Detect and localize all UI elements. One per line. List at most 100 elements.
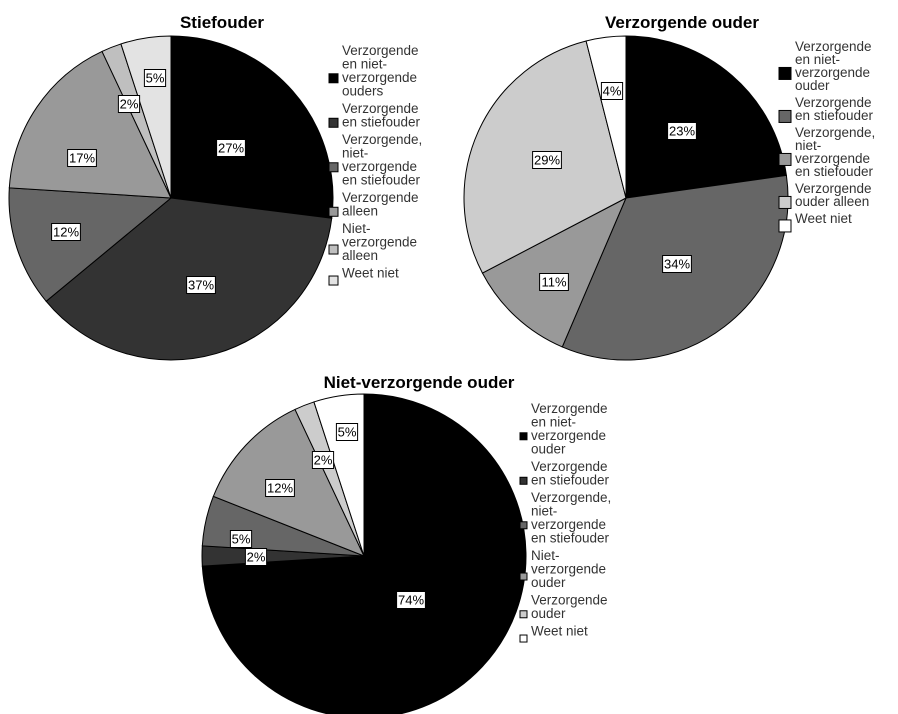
pie-slice-verzorgende-en-niet-verzorgende-ouder	[625, 35, 787, 199]
pie-chart-verzorgende-ouder: Verzorgende ouder 23% 34% 11% 29% 4% Verzorgen…	[463, 13, 875, 361]
slice-value-label: 17%	[67, 149, 97, 167]
legend-item-verzorgende-en-stiefouder: Verzorgende en stiefouder	[519, 459, 610, 488]
chart-title: Stiefouder	[180, 13, 264, 32]
legend-label: Verzorgende en niet-verzorgende ouder	[531, 401, 608, 457]
value-label-text: 23%	[669, 124, 695, 139]
value-label-box	[667, 122, 697, 140]
pie-slice-weet-niet	[585, 35, 627, 199]
value-label-box	[186, 276, 216, 294]
slice-value-label: 2%	[117, 95, 141, 113]
legend-label: Verzorgende en stiefouder	[795, 95, 874, 123]
legend-swatch	[519, 572, 528, 581]
value-label-box	[244, 548, 268, 566]
legend-label: Verzorgende ouder alleen	[795, 181, 872, 209]
value-label-box	[216, 139, 246, 157]
value-label-text: 27%	[218, 141, 244, 156]
legend-swatch	[778, 219, 792, 233]
value-label-box	[67, 149, 97, 167]
pie-slice-verzorgende-niet-verzorgende-en-stiefouder	[481, 196, 628, 348]
legend-label: Verzorgende, niet-verzorgende en stiefoude…	[531, 490, 611, 546]
legend-label: Verzorgende, niet-verzorgende en stiefoude…	[342, 132, 422, 188]
value-label-box	[265, 479, 295, 497]
legend-swatch	[328, 162, 339, 173]
legend-swatch	[328, 117, 339, 128]
value-label-box	[662, 255, 692, 273]
legend-swatch	[328, 73, 339, 84]
legend-item-verzorgende-en-stiefouder: Verzorgende en stiefouder	[778, 95, 874, 123]
value-label-text: 74%	[398, 593, 424, 608]
pie-chart-stiefouder: Stiefouder 27% 37% 12% 17% 2% 5% Verzorgende en …	[8, 13, 422, 361]
legend-swatch	[778, 66, 792, 80]
value-label-text: 5%	[146, 71, 165, 86]
slice-value-label: 11%	[539, 273, 569, 291]
legend-label: Verzorgende, niet-verzorgende en stiefoude…	[795, 125, 875, 179]
value-label-text: 2%	[120, 97, 139, 112]
legend-item-weet-niet: Weet niet	[519, 624, 588, 643]
legend-swatch	[519, 634, 528, 643]
slice-value-label: 12%	[51, 223, 81, 241]
value-label-text: 5%	[232, 532, 251, 547]
slice-value-label: 2%	[244, 548, 268, 566]
legend-item-weet-niet: Weet niet	[328, 266, 399, 286]
legend-item-weet-niet: Weet niet	[778, 211, 852, 233]
legend-swatch	[328, 206, 339, 217]
legend-label: Weet niet	[795, 211, 852, 226]
value-label-text: 12%	[267, 481, 293, 496]
value-label-box	[539, 273, 569, 291]
legend-swatch	[778, 152, 792, 166]
value-label-box	[532, 151, 562, 169]
legend-swatch	[328, 244, 339, 255]
value-label-text: 34%	[664, 257, 690, 272]
legend-item-verzorgende-ouder-alleen: Verzorgende ouder alleen	[778, 181, 872, 209]
legend-label: Verzorgende en niet-verzorgende ouder	[795, 39, 872, 93]
legend-item-verzorgende-niet-verzorgende-en-stiefouder: Verzorgende, niet-verzorgende en stiefoude…	[328, 132, 422, 188]
pie-slice-verzorgende-en-niet-verzorgende-ouders	[170, 35, 334, 219]
slice-value-label: 37%	[186, 276, 216, 294]
value-label-box	[51, 223, 81, 241]
value-label-text: 11%	[541, 275, 566, 290]
chart-title: Niet-verzorgende ouder	[324, 373, 515, 392]
value-label-box	[600, 82, 624, 100]
legend-swatch	[519, 476, 528, 485]
legend-label: Verzorgende en stiefouder	[531, 459, 610, 488]
legend-item-verzorgende-alleen: Verzorgende alleen	[328, 190, 419, 219]
slice-value-label: 27%	[216, 139, 246, 157]
value-label-box	[311, 451, 335, 469]
legend-swatch	[519, 432, 528, 441]
value-label-box	[229, 530, 253, 548]
legend-label: Verzorgende alleen	[342, 190, 419, 219]
legend-label: Weet niet	[342, 266, 399, 281]
value-label-text: 2%	[314, 453, 333, 468]
legend-swatch	[519, 610, 528, 619]
value-label-box	[335, 423, 359, 441]
legend-label: Niet-verzorgende alleen	[342, 221, 417, 263]
legend-item-verzorgende-ouder: Verzorgende ouder	[519, 593, 608, 622]
legend-swatch	[328, 275, 339, 286]
value-label-text: 29%	[534, 153, 560, 168]
value-label-text: 4%	[603, 84, 622, 99]
value-label-text: 12%	[53, 225, 79, 240]
legend-label: Verzorgende en stiefouder	[342, 101, 421, 130]
legend-swatch	[519, 521, 528, 530]
value-label-box	[396, 591, 426, 609]
slice-value-label: 5%	[229, 530, 253, 548]
legend-label: Verzorgende en niet-verzorgende ouders	[342, 43, 419, 99]
legend-item-verzorgende-en-niet-verzorgende-ouder: Verzorgende en niet-verzorgende ouder	[519, 401, 608, 457]
legend-label: Verzorgende ouder	[531, 593, 608, 622]
slice-value-label: 5%	[143, 69, 167, 87]
legend-item-verzorgende-niet-verzorgende-en-stiefouder: Verzorgende, niet-verzorgende en stiefoude…	[519, 490, 611, 546]
value-label-box	[143, 69, 167, 87]
slice-value-label: 2%	[311, 451, 335, 469]
pie-slice-verzorgende-alleen	[8, 50, 172, 199]
pie-chart-niet-verzorgende-ouder: Niet-verzorgende ouder 74% 2% 5% 12% 2% 5% Verz…	[201, 373, 611, 714]
legend-swatch	[778, 195, 792, 209]
legend-label: Niet-verzorgende ouder	[531, 548, 606, 590]
legend-label: Weet niet	[531, 624, 588, 639]
slice-value-label: 12%	[265, 479, 295, 497]
legend-item-verzorgende-en-stiefouder: Verzorgende en stiefouder	[328, 101, 421, 130]
value-label-text: 5%	[338, 425, 357, 440]
slice-value-label: 34%	[662, 255, 692, 273]
legend-item-verzorgende-en-niet-verzorgende-ouders: Verzorgende en niet-verzorgende ouders	[328, 43, 419, 99]
slice-value-label: 5%	[335, 423, 359, 441]
